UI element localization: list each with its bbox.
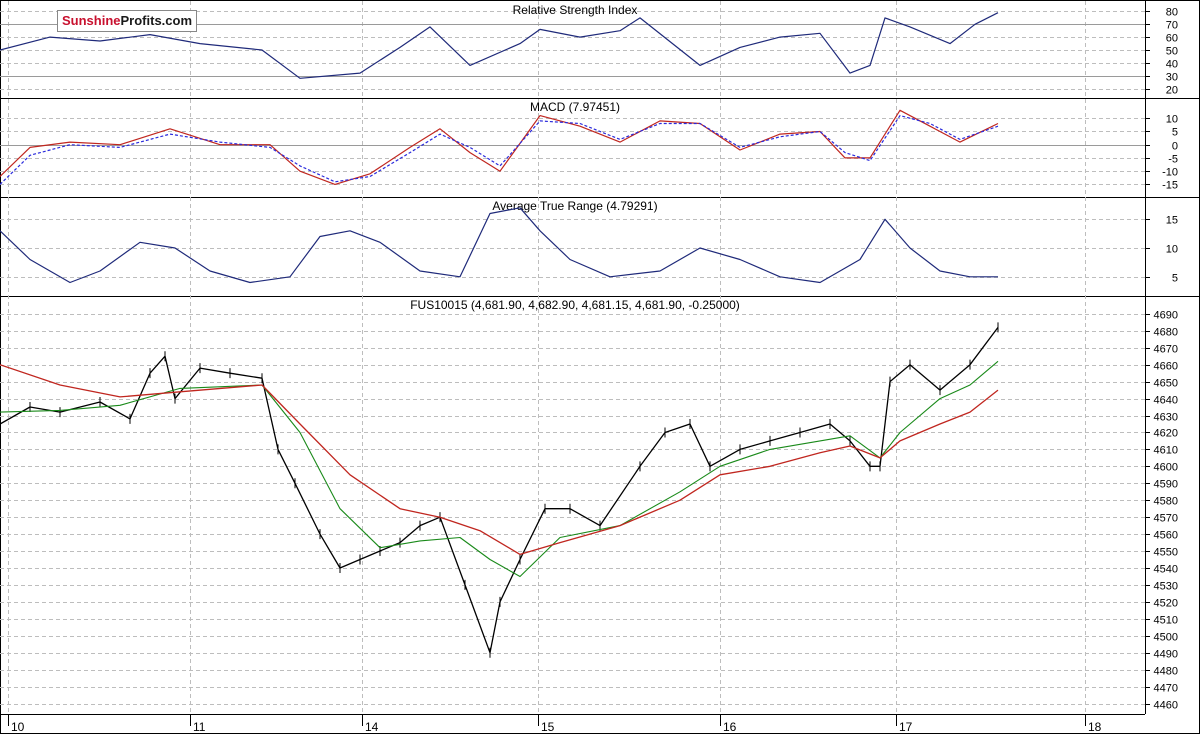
y-tick-label: 4460	[1154, 700, 1178, 712]
y-tick-label: 4590	[1154, 479, 1178, 491]
y-tick-label: 4570	[1154, 513, 1178, 525]
y-tick-label: 4470	[1154, 683, 1178, 695]
x-tick-label: 15	[541, 720, 555, 734]
y-tick-label: 4500	[1154, 632, 1178, 644]
y-tick-label: -15	[1162, 180, 1178, 192]
y-tick-label: 4520	[1154, 598, 1178, 610]
y-tick-label: 4620	[1154, 428, 1178, 440]
panel-title: FUS10015 (4,681.90, 4,682.90, 4,681.15, …	[410, 298, 740, 312]
x-tick-label: 14	[365, 720, 379, 734]
panel-title: Average True Range (4.79291)	[492, 199, 657, 213]
x-tick-label: 17	[899, 720, 913, 734]
logo-part1: Sunshine	[62, 13, 121, 28]
y-tick-label: 30	[1166, 72, 1178, 84]
y-tick-label: -10	[1162, 167, 1178, 179]
y-tick-label: 4550	[1154, 547, 1178, 559]
panel-title: MACD (7.97451)	[530, 100, 620, 114]
y-tick-label: 20	[1166, 85, 1178, 97]
y-tick-label: 4650	[1154, 378, 1178, 390]
panel-title: Relative Strength Index	[513, 3, 638, 17]
y-tick-label: 40	[1166, 59, 1178, 71]
y-tick-label: 50	[1166, 46, 1178, 58]
x-tick-label: 11	[193, 720, 206, 734]
y-tick-label: 4680	[1154, 327, 1178, 339]
y-tick-label: 10	[1166, 244, 1178, 256]
y-tick-label: 5	[1172, 127, 1178, 139]
y-tick-label: 0	[1172, 141, 1178, 153]
macd-line	[0, 109, 999, 185]
y-tick-label: 4690	[1154, 310, 1178, 322]
y-tick-label: 4610	[1154, 445, 1178, 457]
y-tick-label: 4510	[1154, 615, 1178, 627]
macd-signal-line	[0, 114, 999, 185]
rsi-line	[0, 12, 999, 79]
y-tick-label: 4540	[1154, 564, 1178, 576]
y-tick-label: 4670	[1154, 344, 1178, 356]
y-tick-label: 4490	[1154, 649, 1178, 661]
y-tick-label: 70	[1166, 20, 1178, 32]
y-tick-label: 15	[1166, 215, 1178, 227]
y-tick-label: 10	[1166, 114, 1178, 126]
y-tick-label: 4600	[1154, 462, 1178, 474]
x-tick-label: 10	[11, 720, 25, 734]
x-tick-label: 18	[1088, 720, 1102, 734]
x-tick-label: 16	[723, 720, 737, 734]
y-tick-label: -5	[1168, 154, 1178, 166]
y-tick-label: 4530	[1154, 581, 1178, 593]
y-tick-label: 4630	[1154, 412, 1178, 424]
y-tick-label: 4640	[1154, 395, 1178, 407]
sma-long-line	[0, 364, 999, 556]
sunshine-profits-logo: SunshineProfits.com	[57, 10, 198, 32]
y-tick-label: 60	[1166, 33, 1178, 45]
y-tick-label: 5	[1172, 273, 1178, 285]
y-tick-label: 4560	[1154, 530, 1178, 542]
y-tick-label: 80	[1166, 7, 1178, 19]
sma-short-line	[0, 360, 999, 578]
atr-line	[0, 207, 998, 284]
logo-part2: Profits.com	[120, 13, 193, 28]
y-tick-label: 4480	[1154, 666, 1178, 678]
y-tick-label: 4580	[1154, 496, 1178, 508]
y-tick-label: 4660	[1154, 361, 1178, 373]
